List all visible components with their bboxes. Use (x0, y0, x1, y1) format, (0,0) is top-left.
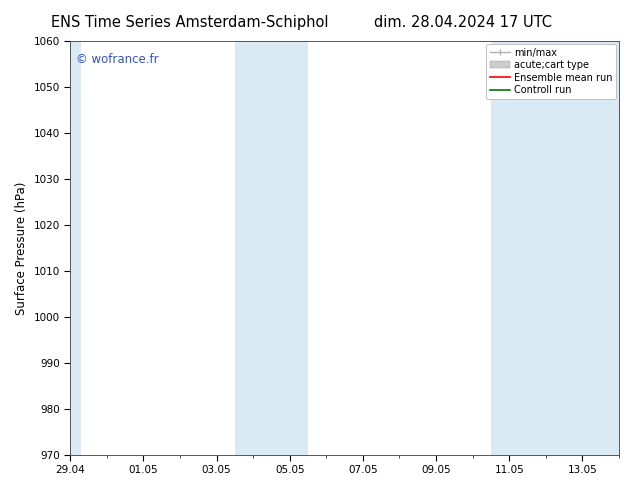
Text: dim. 28.04.2024 17 UTC: dim. 28.04.2024 17 UTC (374, 15, 552, 30)
Text: © wofrance.fr: © wofrance.fr (75, 53, 158, 67)
Bar (491, 41, 619, 455)
Y-axis label: Surface Pressure (hPa): Surface Pressure (hPa) (15, 181, 28, 315)
Bar (70, 41, 81, 455)
Text: ENS Time Series Amsterdam-Schiphol: ENS Time Series Amsterdam-Schiphol (51, 15, 329, 30)
Bar (235, 41, 308, 455)
Legend: min/max, acute;cart type, Ensemble mean run, Controll run: min/max, acute;cart type, Ensemble mean … (486, 44, 616, 99)
